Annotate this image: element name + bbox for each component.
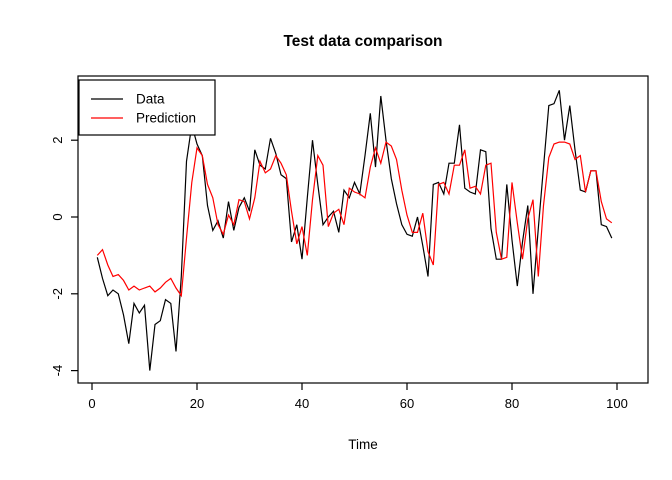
chart-title: Test data comparison — [283, 33, 442, 50]
legend-label-prediction: Prediction — [136, 111, 196, 126]
x-tick-label: 0 — [88, 396, 95, 411]
x-tick-label: 60 — [400, 396, 414, 411]
x-axis-label: Time — [348, 437, 378, 452]
x-tick-label: 20 — [190, 396, 204, 411]
prediction-line — [96, 141, 613, 298]
x-axis: 0 20 40 60 80 100 — [88, 383, 628, 411]
data-series-group — [96, 90, 613, 371]
y-tick-label: -4 — [50, 365, 65, 377]
y-tick-label: 2 — [50, 137, 65, 144]
legend: Data Prediction — [78, 79, 216, 136]
x-tick-label: 40 — [295, 396, 309, 411]
y-tick-label: -2 — [50, 288, 65, 300]
legend-box — [78, 79, 216, 136]
legend-label-data: Data — [136, 92, 165, 107]
y-tick-label: 0 — [50, 213, 65, 220]
x-tick-label: 100 — [606, 396, 628, 411]
data-line — [96, 90, 613, 371]
plot-box — [77, 75, 649, 384]
x-tick-label: 80 — [505, 396, 519, 411]
y-axis: -4 -2 0 2 — [50, 137, 78, 377]
